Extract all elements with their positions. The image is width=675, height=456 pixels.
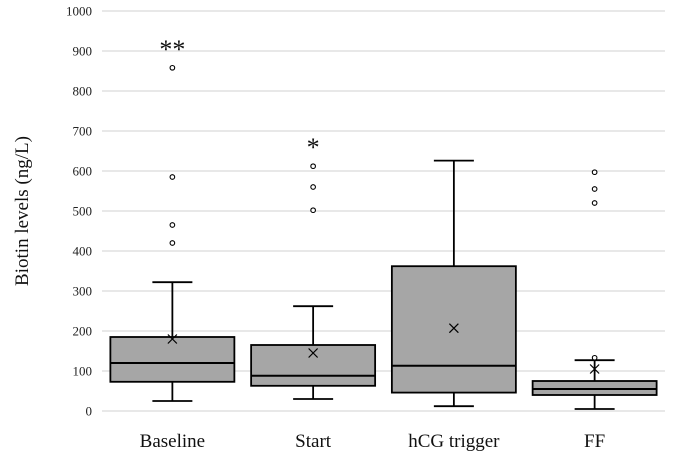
- outlier-point: [310, 163, 316, 170]
- iqr-box: [250, 344, 377, 387]
- significance-annotation: **: [159, 35, 185, 64]
- y-tick-label: 400: [73, 244, 93, 259]
- iqr-box: [390, 265, 517, 394]
- outlier-point: [310, 184, 316, 190]
- box-start: *: [250, 133, 377, 400]
- mean-marker: [167, 334, 178, 344]
- y-tick-label: 800: [73, 84, 93, 99]
- y-tick-label: 500: [73, 204, 93, 219]
- y-tick-label: 0: [86, 404, 93, 419]
- outlier-point: [310, 207, 316, 214]
- y-axis-title: Biotin levels (ng/L): [12, 136, 33, 286]
- x-category-label: FF: [584, 431, 605, 452]
- iqr-box: [109, 336, 236, 383]
- y-tick-label: 700: [73, 124, 93, 139]
- mean-marker: [308, 348, 319, 358]
- outlier-point: [591, 169, 598, 176]
- boxes: ***: [109, 35, 658, 410]
- outlier-point: [169, 174, 176, 180]
- y-tick-label: 100: [73, 364, 93, 379]
- y-tick-label: 900: [73, 44, 93, 59]
- x-category-label: hCG trigger: [408, 431, 500, 452]
- mean-marker: [448, 323, 459, 334]
- mean-marker: [589, 364, 600, 374]
- box-baseline: **: [109, 35, 236, 402]
- outlier-point: [591, 186, 598, 192]
- y-tick-label: 200: [73, 324, 93, 339]
- y-tick-label: 1000: [66, 4, 92, 19]
- y-tick-label: 300: [73, 284, 93, 299]
- significance-annotation: *: [307, 133, 320, 162]
- x-category-labels: Baseline Start hCG trigger FF: [140, 431, 606, 452]
- y-tick-labels: 0 100 200 300 400 500 600 700 800 900 1000: [66, 4, 92, 419]
- box-ff: [531, 169, 658, 410]
- outlier-point: [169, 64, 176, 71]
- box-hcg-trigger: [390, 159, 517, 408]
- y-tick-label: 600: [73, 164, 93, 179]
- outlier-point: [591, 354, 598, 361]
- outlier-point: [169, 222, 176, 228]
- outlier-point: [169, 240, 176, 246]
- x-category-label: Baseline: [140, 431, 205, 452]
- outlier-point: [591, 200, 598, 206]
- x-category-label: Start: [295, 431, 332, 452]
